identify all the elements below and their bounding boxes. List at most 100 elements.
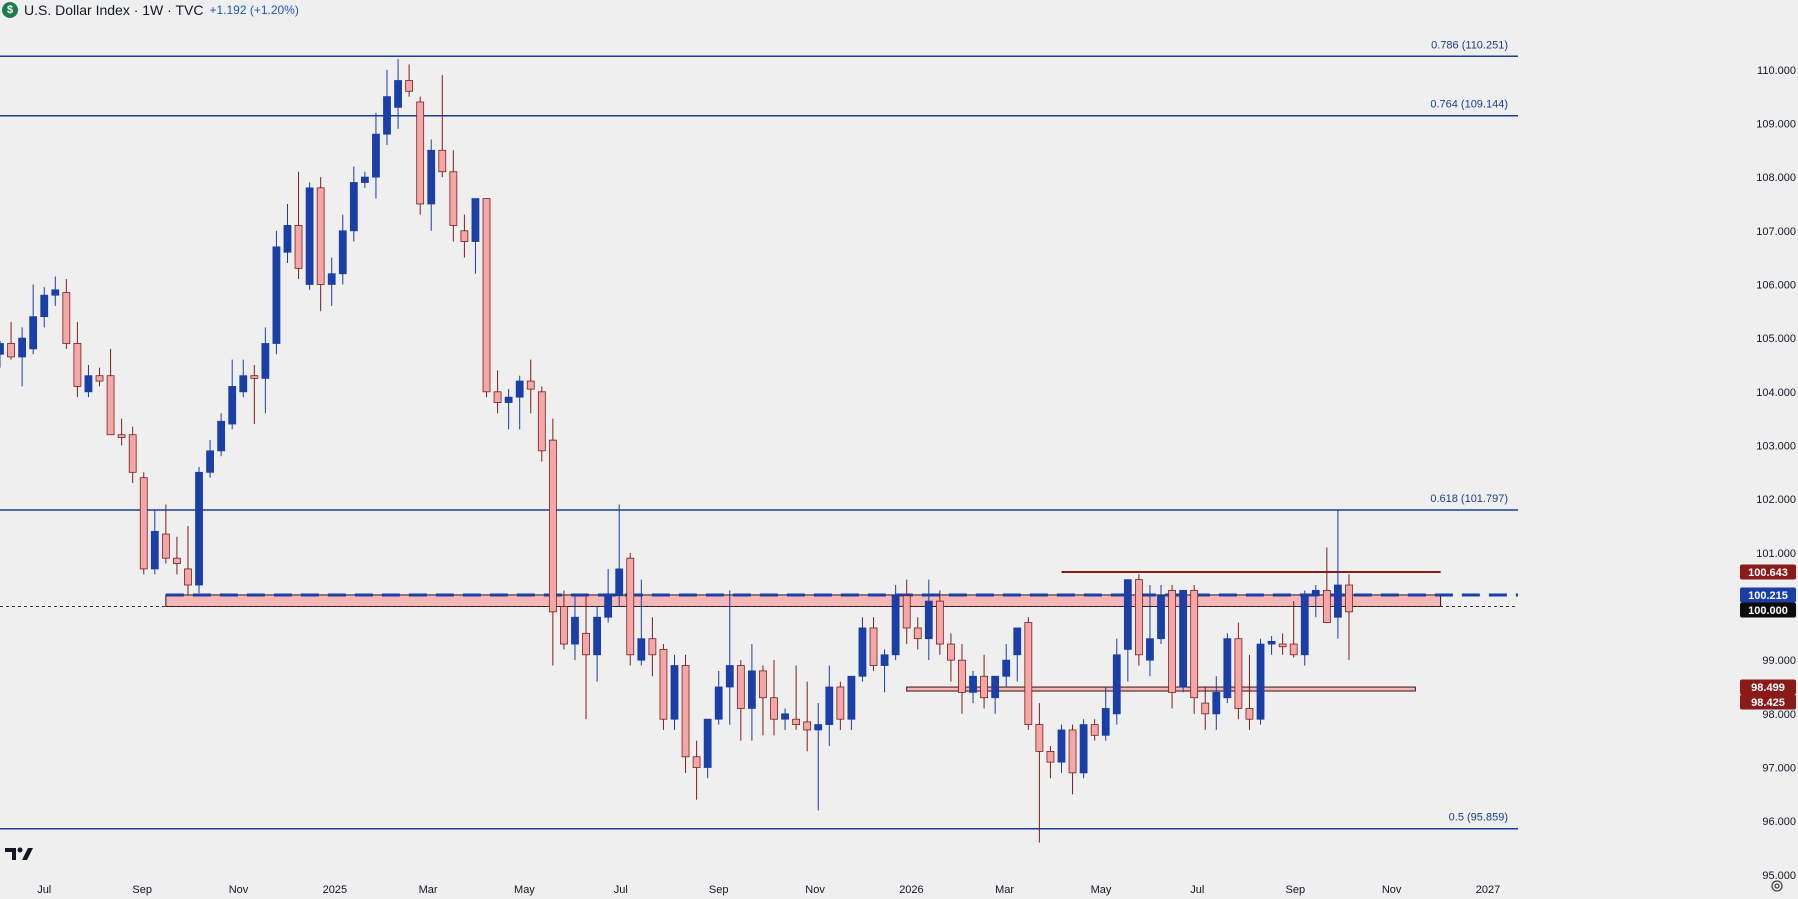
price-tag: 100.643 — [1740, 564, 1796, 580]
candle-body — [548, 439, 557, 613]
x-tick-label: Nov — [1382, 884, 1402, 896]
y-tick-label: 99.000 — [1762, 655, 1796, 667]
candle-body — [195, 471, 203, 586]
candle-body — [1134, 579, 1143, 656]
candle — [482, 198, 491, 398]
candle — [95, 367, 104, 387]
candle — [1123, 579, 1132, 682]
candle-body — [571, 616, 579, 645]
candle-body — [1289, 643, 1298, 656]
candle — [316, 177, 325, 312]
y-tick-label: 101.000 — [1756, 548, 1796, 560]
candle-body — [217, 420, 226, 452]
candle-body — [560, 606, 568, 645]
candle-body — [1245, 708, 1254, 720]
candle-body — [681, 665, 690, 758]
candle — [173, 536, 181, 575]
candle — [1146, 585, 1154, 677]
candle-body — [626, 557, 635, 656]
candle — [1179, 589, 1188, 693]
price-tag-bg — [1740, 602, 1796, 618]
candle — [305, 182, 314, 290]
candle-body — [1024, 622, 1033, 725]
candle-body — [593, 616, 601, 656]
candle — [405, 64, 414, 97]
candle-body — [327, 273, 336, 285]
symbol-title[interactable]: U.S. Dollar Index · 1W · TVC — [24, 2, 204, 18]
time-axis[interactable]: Jul Sep Nov 2025 Mar May Jul Sep Nov 2026 Mar May Ju… — [37, 884, 1500, 896]
y-tick-label: 96.000 — [1762, 816, 1796, 828]
candle — [416, 96, 425, 215]
x-tick-label: Nov — [229, 884, 249, 896]
candlesticks — [0, 59, 1353, 843]
candle-body — [0, 343, 4, 355]
candle-body — [781, 713, 789, 720]
candle — [537, 386, 546, 462]
candle-body — [1090, 724, 1099, 736]
candle-body — [239, 375, 248, 393]
price-tag-label: 100.215 — [1748, 590, 1788, 602]
candle — [7, 322, 15, 360]
candle — [217, 413, 226, 457]
candle-body — [991, 675, 1000, 699]
candle-body — [482, 198, 491, 393]
candle — [117, 418, 126, 446]
candle-body — [493, 391, 502, 403]
candle-body — [1311, 589, 1320, 597]
candle — [0, 340, 4, 368]
candle-body — [128, 434, 137, 473]
candle-body — [1234, 638, 1243, 709]
x-tick-label: May — [514, 884, 535, 896]
candle — [1322, 547, 1331, 623]
candle-body — [515, 380, 524, 398]
y-tick-label: 107.000 — [1756, 226, 1796, 238]
candle-body — [305, 187, 314, 285]
price-tag-label: 100.643 — [1748, 567, 1788, 579]
candle — [703, 718, 712, 779]
candle — [725, 590, 734, 725]
candle — [327, 257, 336, 306]
price-zone — [906, 686, 1416, 692]
price-zone — [165, 594, 1442, 607]
candle-body — [283, 225, 292, 253]
candle-body — [427, 149, 436, 205]
settings-gear-icon[interactable] — [1770, 879, 1784, 893]
candle-body — [84, 375, 93, 393]
candle-body — [935, 600, 944, 645]
candle — [1035, 703, 1044, 843]
candle-body — [1157, 595, 1165, 640]
fibonacci-levels: 0.786 (110.251) 0.764 (109.144) 0.618 (101… — [0, 39, 1518, 830]
y-tick-label: 106.000 — [1756, 279, 1796, 291]
candle — [349, 166, 358, 242]
candle-body — [692, 756, 701, 768]
candle-body — [980, 675, 988, 699]
candle-body — [1013, 627, 1022, 656]
candle-body — [438, 149, 447, 173]
candle-body — [814, 724, 823, 731]
candle — [195, 466, 203, 594]
candle-body — [150, 530, 159, 570]
price-axis[interactable]: 110.000 109.000 108.000 107.000 106.000 105.0… — [1756, 65, 1796, 882]
candle — [1289, 601, 1298, 658]
candle-body — [1112, 654, 1121, 715]
candle — [383, 69, 391, 145]
candle — [1345, 574, 1353, 661]
candle-body — [272, 246, 281, 344]
candle — [1046, 746, 1055, 779]
candle — [1079, 719, 1088, 779]
candle — [781, 708, 789, 730]
candle-body — [1201, 702, 1210, 715]
candle — [29, 284, 38, 355]
tradingview-logo-icon[interactable] — [4, 846, 34, 862]
candle — [1278, 633, 1287, 655]
candle-body — [847, 675, 856, 720]
candle — [792, 665, 801, 730]
candle-body — [1322, 589, 1331, 623]
candle-body — [1168, 589, 1176, 693]
candle-body — [604, 595, 613, 618]
chart-header: $ U.S. Dollar Index · 1W · TVC +1.192 (+… — [0, 0, 299, 20]
candle-body — [261, 343, 270, 379]
candle — [604, 568, 613, 623]
fib-label: 0.5 (95.859) — [1449, 812, 1508, 824]
